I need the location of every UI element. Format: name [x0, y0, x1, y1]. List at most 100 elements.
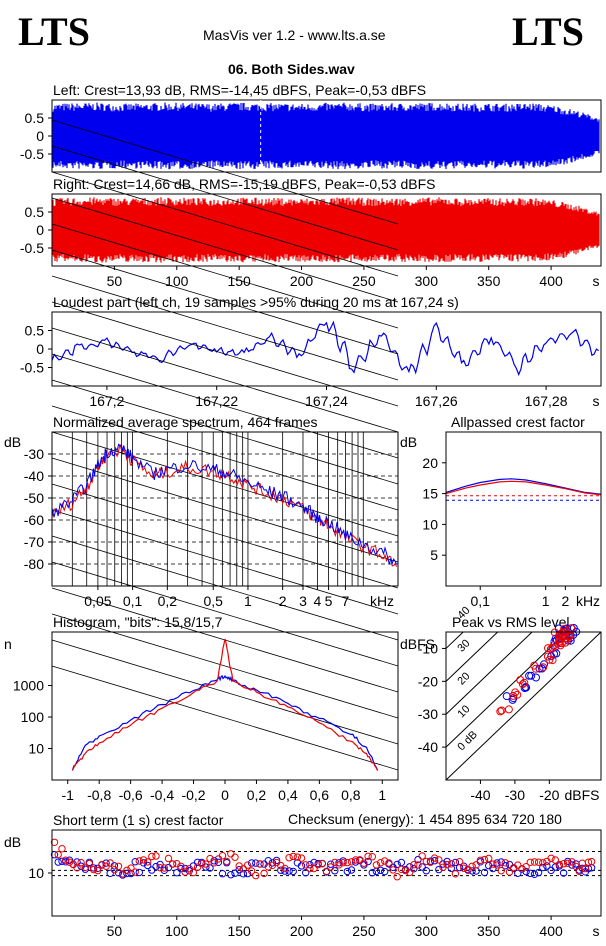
short-term-point: [247, 867, 256, 875]
short-term-point: [214, 858, 223, 866]
short-term-point: [443, 860, 451, 869]
histogram-frame: [51, 631, 399, 781]
short-term-point: [235, 866, 243, 874]
short-term-xtick-label: 100: [165, 923, 189, 939]
short-term-xtick-label: 150: [227, 923, 251, 939]
short-term-point: [327, 860, 335, 868]
short-term-point: [54, 850, 62, 859]
short-term-point: [501, 862, 509, 870]
short-term-point: [289, 852, 297, 861]
short-term-point: [335, 859, 343, 867]
short-term-point: [297, 854, 306, 862]
right-wave-xtick-label: 300: [415, 273, 439, 289]
right-wave-xtick-label: 100: [165, 273, 189, 289]
short-term-point: [185, 865, 194, 873]
short-term-point: [94, 866, 102, 875]
short-term-point: [327, 863, 335, 871]
short-term-point: [530, 858, 539, 866]
allpassed-xtick-label: 1: [542, 593, 550, 609]
short-term-point: [343, 858, 351, 867]
spectrum-slope-line: [51, 561, 399, 667]
spectrum-slope-line: [51, 405, 399, 511]
allpassed-xunit-label: kHz: [576, 593, 600, 609]
short-term-point: [268, 859, 277, 867]
file-name: 06. Both Sides.wav: [228, 61, 355, 77]
loudest-xtick-label: 167,28: [525, 393, 568, 409]
short-term-point: [526, 858, 534, 866]
short-term-point: [472, 861, 480, 869]
short-term-point: [376, 866, 385, 874]
short-term-point: [489, 860, 497, 868]
short-term-point: [148, 852, 156, 861]
loudest-line: [51, 320, 600, 377]
histogram-xtick-label: 0: [221, 787, 229, 803]
short-term-point: [489, 864, 497, 873]
short-term-point: [61, 856, 70, 864]
short-term-point: [435, 865, 443, 874]
short-term-point: [58, 845, 66, 853]
histogram-series-1: [71, 638, 379, 771]
peak-rms-point: [497, 706, 506, 715]
short-term-point: [302, 861, 310, 869]
short-term-point: [202, 860, 210, 868]
spectrum-series-0: [51, 444, 398, 568]
short-term-point: [227, 850, 235, 858]
peak-rms-point: [548, 644, 557, 653]
short-term-point: [447, 860, 455, 868]
histogram-xtick-label: -0,8: [87, 787, 111, 803]
spectrum-slope-line: [51, 431, 399, 537]
spectrum-xtick-label: 4: [313, 593, 321, 609]
short-term-point: [575, 867, 583, 875]
loudest-title: Loudest part (left ch, 19 samples >95% d…: [53, 294, 459, 310]
short-term-point: [239, 870, 248, 878]
peak-rms-point: [516, 676, 525, 684]
short-term-point: [306, 864, 314, 873]
short-term-point: [418, 852, 426, 860]
short-term-point: [127, 864, 135, 872]
loudest-ytick-label: -0.5: [20, 360, 44, 376]
short-term-point: [54, 858, 62, 866]
short-term-point: [364, 857, 372, 866]
peak-rms-point: [518, 680, 527, 689]
right-wave-xtick-label: 350: [477, 273, 501, 289]
logo-left: LTS: [18, 9, 90, 54]
short-term-point: [156, 864, 164, 872]
short-term-point: [81, 865, 90, 873]
short-term-point: [89, 865, 98, 874]
short-term-point: [135, 857, 144, 865]
checksum-text: Checksum (energy): 1 454 895 634 720 180: [288, 811, 562, 827]
short-term-point: [468, 867, 476, 875]
spectrum-xtick-label: 2: [279, 593, 287, 609]
short-term-point: [401, 866, 410, 875]
histogram-ytick-label: 1000: [13, 678, 44, 694]
histogram-ytick-label: 10: [28, 741, 44, 757]
short-term-point: [539, 863, 547, 872]
short-term-point: [243, 869, 252, 878]
short-term-point: [418, 863, 426, 871]
short-term-point: [476, 856, 485, 864]
loudest-xunit-label: s: [593, 393, 600, 409]
short-term-point: [351, 858, 360, 866]
short-term-point: [343, 867, 351, 876]
right-wave-xtick-label: 150: [227, 273, 251, 289]
allpassed-frame: [445, 431, 602, 587]
right-wave-xtick-label: 250: [352, 273, 376, 289]
short-term-point: [426, 858, 435, 866]
spectrum-slope-line: [51, 249, 399, 355]
spectrum-slope-line: [51, 119, 399, 225]
histogram-xtick-label: -0,6: [119, 787, 143, 803]
peak-rms-point: [543, 652, 552, 661]
short-term-point: [381, 867, 389, 876]
left-wave-title: Left: Crest=13,93 dB, RMS=-14,45 dBFS, P…: [53, 82, 426, 98]
short-term-point: [406, 863, 414, 871]
spectrum-slope-line: [51, 275, 399, 381]
short-term-xtick-label: 200: [290, 923, 314, 939]
short-term-point: [318, 860, 326, 868]
short-term-point: [451, 858, 460, 867]
peak-rms-ytick-label: -30: [418, 706, 438, 722]
left-wave-waveform: [52, 102, 600, 170]
allpassed-series-1: [445, 480, 602, 496]
short-term-point: [564, 857, 572, 866]
short-term-point: [526, 869, 534, 877]
short-term-point: [73, 858, 81, 866]
